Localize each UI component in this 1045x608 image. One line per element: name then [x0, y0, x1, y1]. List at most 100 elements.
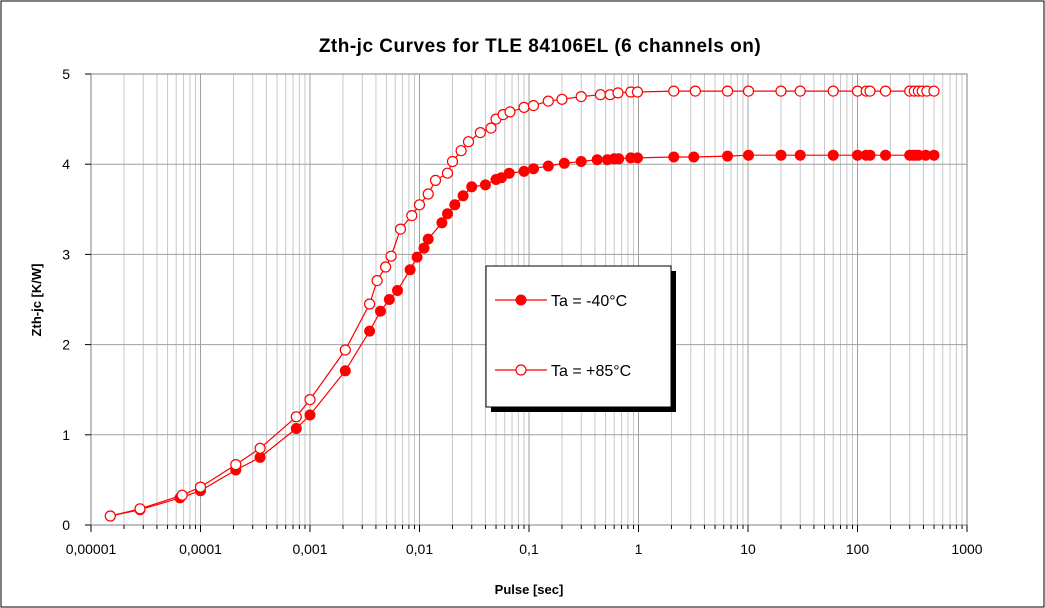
series-2-point — [612, 87, 624, 99]
series-2-point — [394, 223, 407, 235]
series-1-point — [449, 199, 461, 211]
series-2-point — [518, 101, 530, 114]
series-1-point — [558, 157, 570, 169]
series-2-point — [631, 86, 644, 98]
series-1-point — [775, 149, 787, 161]
chart-title: Zth-jc Curves for TLE 84106EL (6 channel… — [319, 36, 761, 57]
series-2-point — [668, 85, 680, 97]
legend-label-series-1: Ta = -40°C — [551, 293, 627, 310]
x-tick-label: 0,01 — [406, 541, 433, 557]
series-2-point — [462, 136, 475, 148]
x-tick-label: 0,001 — [292, 541, 327, 557]
series-1-point — [290, 423, 302, 434]
series-2-point — [455, 145, 467, 157]
series-2-point — [371, 275, 383, 287]
series-1-point — [518, 165, 530, 177]
series-1-point — [418, 242, 430, 254]
series-1-point — [404, 264, 416, 276]
series-1-point — [375, 305, 386, 317]
series-2-point — [176, 489, 188, 501]
x-tick-label: 10 — [740, 541, 756, 557]
series-1-point — [383, 294, 395, 305]
y-tick-label: 1 — [62, 427, 70, 443]
series-2-point — [879, 85, 892, 97]
legend-marker-series-1 — [515, 294, 527, 306]
legend-label-series-2: Ta = +85°C — [551, 363, 631, 380]
series-2-point — [413, 199, 426, 211]
series-layer — [104, 85, 940, 522]
legend: Ta = -40°C Ta = +85°C — [485, 265, 676, 412]
x-tick-label: 1000 — [951, 541, 982, 557]
series-2-point — [594, 89, 607, 101]
series-2-point — [339, 344, 351, 356]
series-2-point — [794, 85, 806, 97]
x-axis-title: Pulse [sec] — [495, 582, 564, 597]
series-2-point — [689, 85, 701, 97]
series-1-point — [722, 150, 733, 162]
series-1-point — [254, 451, 266, 463]
series-2-point — [134, 503, 146, 515]
series-2-point — [542, 95, 554, 107]
series-2-point — [290, 411, 302, 423]
series-2-point — [556, 93, 568, 105]
series-1-point — [503, 167, 515, 179]
series-1-point — [827, 149, 839, 161]
series-1-point — [591, 154, 603, 166]
y-tick-label: 0 — [62, 517, 70, 533]
series-1-point — [880, 149, 891, 161]
series-1-point — [479, 179, 491, 191]
series-1-point — [392, 285, 403, 296]
series-2-point — [254, 442, 266, 454]
series-1-point — [339, 365, 351, 377]
x-tick-label: 0,00001 — [66, 541, 117, 557]
series-2-point — [527, 99, 540, 112]
series-2-point — [441, 167, 454, 179]
series-1-point — [422, 233, 434, 245]
series-2-point — [385, 250, 397, 262]
series-2-point — [446, 155, 459, 168]
series-1-point — [688, 151, 700, 163]
series-1-point — [436, 217, 448, 229]
series-1-point — [528, 163, 539, 175]
series-1-point — [442, 208, 453, 220]
x-tick-label: 0,1 — [519, 541, 539, 557]
x-tick-label: 100 — [846, 541, 870, 557]
series-2-point — [827, 85, 839, 97]
series-2-point — [406, 210, 418, 222]
series-1-point — [457, 190, 469, 202]
y-tick-label: 5 — [62, 66, 70, 82]
series-1-point — [411, 251, 423, 263]
series-2-point — [575, 90, 587, 103]
series-1-point — [304, 409, 316, 421]
series-2-point — [304, 394, 316, 406]
series-1-point — [632, 152, 643, 164]
series-2-point — [928, 85, 940, 97]
series-2-point — [422, 188, 434, 200]
x-tick-label: 0,0001 — [179, 541, 222, 557]
series-1-point — [466, 181, 478, 193]
series-1-point — [743, 149, 754, 161]
series-2-point — [104, 510, 116, 522]
series-1-point — [542, 160, 554, 172]
legend-marker-series-2 — [515, 364, 527, 376]
series-2-point — [380, 261, 392, 273]
series-1-point — [613, 153, 625, 165]
series-1-point — [928, 149, 940, 161]
y-tick-label: 2 — [62, 337, 70, 353]
series-1-point — [575, 156, 587, 167]
x-tick-label: 1 — [635, 541, 643, 557]
y-axis-title: Zth-jc [K/W] — [29, 264, 44, 337]
series-2-point — [364, 298, 376, 310]
series-1-point — [864, 149, 876, 161]
series-2-point — [429, 174, 442, 186]
series-2-point — [485, 122, 497, 134]
series-1-point — [364, 325, 376, 337]
series-2-point — [194, 481, 207, 493]
axis-layer: 0,00001 0,0001 0,001 0,01 0,1 1 10 100 1000 0 1 2 3 4… — [62, 66, 983, 557]
series-2-point — [864, 85, 876, 97]
series-1-point — [794, 149, 806, 161]
legend-box — [485, 265, 672, 408]
series-2-point — [504, 106, 516, 118]
series-2-point — [721, 85, 734, 97]
